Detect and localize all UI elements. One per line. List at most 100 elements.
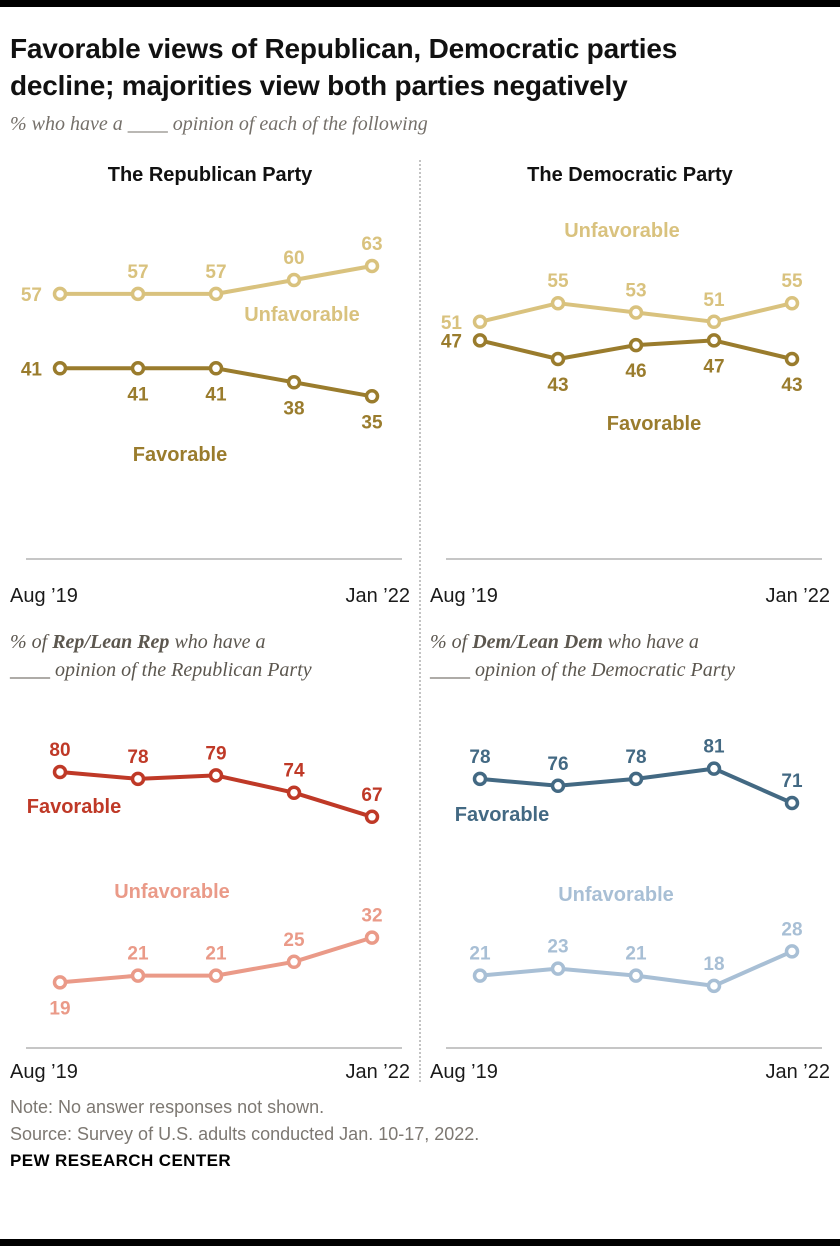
data-point-favorable: [784, 795, 800, 810]
value-label-favorable: 35: [361, 412, 383, 433]
page-title-line-1: Favorable views of Republican, Democrati…: [10, 33, 678, 64]
value-label-favorable: 41: [21, 359, 43, 380]
series-label-favorable: Favorable: [133, 444, 227, 466]
charts-grid: The Republican Party 57 57 57 60 63 Unfavorab…: [10, 158, 830, 1084]
value-label-unfavorable: 60: [283, 248, 304, 269]
x-tick-right: Jan ’22: [765, 1060, 831, 1083]
value-label-unfavorable: 55: [547, 271, 569, 292]
series-label-unfavorable: Unfavorable: [558, 884, 674, 906]
subtitle-text: % of: [10, 630, 53, 653]
data-point-unfavorable: [784, 295, 800, 311]
data-point-favorable: [286, 374, 302, 390]
data-point-favorable: [628, 771, 644, 786]
data-point-unfavorable: [52, 974, 68, 990]
data-point-favorable: [364, 388, 380, 404]
x-tick-left: Aug ’19: [430, 584, 498, 607]
subtitle-text: ____ opinion of the Democratic Party: [430, 659, 735, 682]
value-label-favorable: 41: [205, 384, 227, 405]
value-label-unfavorable: 57: [205, 262, 226, 283]
data-point-unfavorable: [706, 314, 722, 329]
value-label-favorable: 43: [547, 375, 568, 396]
data-point-unfavorable: [52, 286, 68, 302]
chart-section-republican-party: The Republican Party 57 57 57 60 63 Unfavorab…: [10, 158, 410, 608]
x-tick-right: Jan ’22: [345, 1060, 411, 1083]
value-label-unfavorable: 18: [703, 954, 724, 975]
chart-title-democratic-party: The Democratic Party: [527, 163, 733, 186]
x-tick-right: Jan ’22: [345, 584, 411, 607]
value-label-favorable: 43: [781, 375, 802, 396]
series-label-favorable: Favorable: [607, 413, 701, 435]
series-label-unfavorable: Unfavorable: [564, 220, 680, 242]
data-point-favorable: [628, 337, 644, 353]
value-label-unfavorable: 19: [49, 998, 70, 1019]
value-label-favorable: 81: [703, 736, 725, 757]
value-label-favorable: 78: [625, 747, 646, 768]
page-title-line-2: decline; majorities view both parties ne…: [10, 69, 628, 101]
value-label-unfavorable: 32: [361, 905, 382, 926]
value-label-unfavorable: 21: [469, 943, 491, 964]
value-label-unfavorable: 23: [547, 936, 568, 957]
x-tick-left: Aug ’19: [10, 584, 78, 607]
data-point-unfavorable: [784, 943, 800, 959]
data-point-unfavorable: [706, 978, 722, 993]
data-point-unfavorable: [130, 968, 146, 983]
value-label-unfavorable: 28: [781, 919, 802, 940]
x-tick-right: Jan ’22: [765, 584, 831, 607]
data-point-favorable: [52, 360, 68, 376]
value-label-favorable: 79: [205, 743, 226, 764]
data-point-favorable: [472, 771, 488, 786]
page-subtitle: % who have a ____ opinion of each of the…: [10, 112, 428, 135]
data-point-favorable: [472, 333, 488, 348]
data-point-favorable: [130, 360, 146, 376]
data-point-favorable: [706, 761, 722, 776]
data-point-unfavorable: [286, 272, 302, 288]
value-label-unfavorable: 25: [283, 929, 305, 950]
republican-party-line-chart: 57 57 57 60 63 Unfavorable 41 41 41 38 35 Favorable: [21, 234, 402, 560]
value-label-favorable: 80: [49, 740, 70, 761]
page-title: Favorable views of Republican, Democrati…: [10, 31, 830, 105]
data-point-unfavorable: [628, 968, 644, 983]
footer-note: Note: No answer responses not shown.: [10, 1096, 325, 1117]
value-label-unfavorable: 51: [703, 290, 725, 311]
footer: Note: No answer responses not shown. Sou…: [10, 1094, 830, 1174]
data-point-favorable: [208, 360, 224, 376]
value-label-favorable: 76: [547, 753, 568, 774]
series-label-unfavorable: Unfavorable: [114, 881, 230, 903]
data-point-favorable: [550, 778, 566, 793]
chart-subtitle-rep-lean-rep: % of Rep/Lean Rep who have a ____ opinion…: [10, 628, 410, 685]
value-label-unfavorable: 21: [625, 943, 647, 964]
value-label-unfavorable: 57: [21, 285, 42, 306]
data-point-favorable: [286, 785, 302, 800]
dem-lean-dem-line-chart: 78 76 78 81 71 Favorable 21 23 21 18 28 Unfavorable: [446, 736, 822, 1049]
rep-lean-rep-line-chart: 80 78 79 74 67 Favorable 19 21 21 25 32 Unfavorable: [26, 740, 402, 1049]
x-tick-left: Aug ’19: [430, 1060, 498, 1083]
value-label-favorable: 78: [127, 747, 148, 768]
x-axis-labels: Aug ’19 Jan ’22: [430, 585, 830, 608]
data-point-unfavorable: [628, 305, 644, 320]
data-point-unfavorable: [286, 954, 302, 969]
data-point-favorable: [550, 351, 566, 367]
value-label-unfavorable: 53: [625, 280, 646, 301]
subtitle-text: ____ opinion of the Republican Party: [10, 659, 312, 682]
data-point-unfavorable: [130, 286, 146, 302]
data-point-favorable: [52, 764, 68, 779]
bottom-accent-bar: [0, 1239, 840, 1246]
chart-section-rep-lean-rep: % of Rep/Lean Rep who have a ____ opinion…: [10, 608, 410, 1084]
series-label-favorable: Favorable: [455, 804, 549, 826]
chart-subtitle-dem-lean-dem: % of Dem/Lean Dem who have a ____ opinion…: [430, 628, 830, 685]
report-content: Favorable views of Republican, Democrati…: [0, 7, 840, 1173]
data-point-unfavorable: [208, 286, 224, 302]
value-label-favorable: 74: [283, 760, 305, 781]
value-label-unfavorable: 51: [441, 313, 463, 334]
chart-section-democratic-party: The Democratic Party 51 55 53 51 55 Unfavorab…: [430, 158, 830, 608]
value-label-favorable: 78: [469, 747, 490, 768]
x-tick-left: Aug ’19: [10, 1060, 78, 1083]
data-point-unfavorable: [364, 258, 380, 274]
series-label-favorable: Favorable: [27, 796, 121, 818]
x-axis-labels: Aug ’19 Jan ’22: [430, 1061, 830, 1084]
democratic-party-line-chart: 51 55 53 51 55 Unfavorable 47 43 46 47 43 Favorable: [441, 220, 822, 560]
chart-section-dem-lean-dem: % of Dem/Lean Dem who have a ____ opinion…: [430, 608, 830, 1084]
value-label-favorable: 47: [441, 331, 462, 352]
value-label-favorable: 67: [361, 784, 382, 805]
value-label-favorable: 41: [127, 384, 149, 405]
